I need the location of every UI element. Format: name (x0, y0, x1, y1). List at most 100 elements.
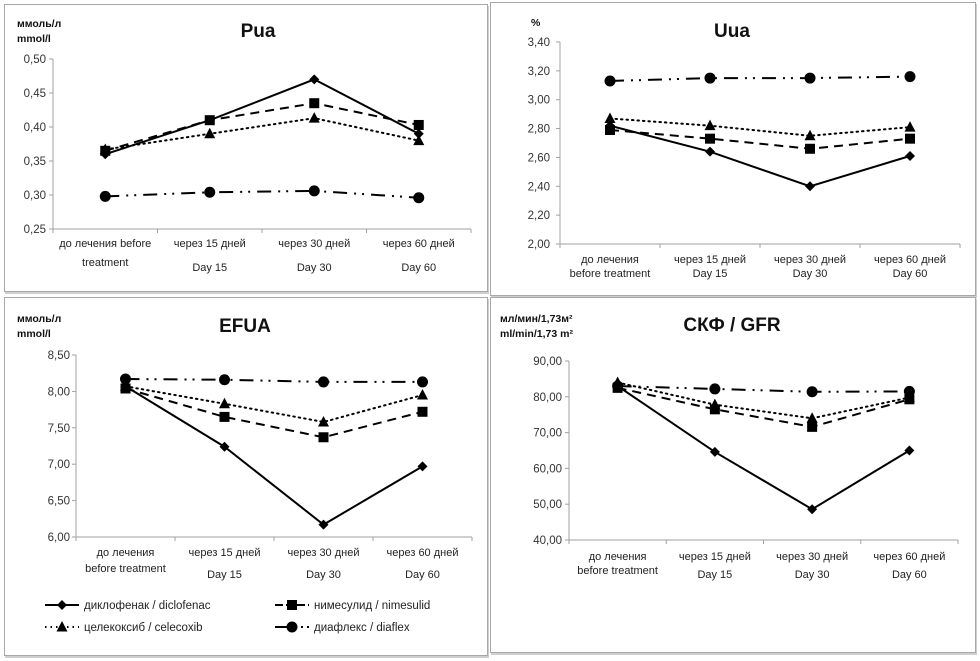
y-tick-label: 80,00 (533, 392, 562, 404)
circle-marker (120, 373, 131, 385)
square-marker (318, 432, 329, 443)
square-marker (705, 133, 715, 144)
series-3 (604, 112, 916, 141)
series-line (124, 385, 424, 424)
y-tick-label: 3,00 (528, 95, 550, 107)
triangle-marker (99, 143, 111, 154)
triangle-marker (204, 127, 216, 139)
y-tick-label: 60,00 (533, 463, 562, 475)
legend-triangle-marker (56, 621, 68, 632)
series-1 (605, 120, 915, 192)
square-marker (417, 406, 428, 417)
diamond-marker (413, 128, 424, 139)
chart-panel-efua (4, 297, 488, 656)
legend-item: целекоксиб / celecoxib (45, 621, 203, 634)
square-marker (413, 119, 424, 130)
y-tick-label: 0,45 (24, 88, 46, 100)
series-line (616, 381, 911, 420)
x-category-label: Day 30 (793, 268, 828, 280)
circle-marker (204, 186, 216, 198)
y-axis-unit: ммоль/л (17, 313, 61, 325)
y-axis-unit: ммоль/л (17, 18, 61, 30)
x-category-label: Day 30 (795, 569, 830, 581)
chart-efua: EFUA ммоль/л mmol/l 6,00 6,50 7,00 7,50 8,00 8,5… (17, 313, 473, 581)
y-axis-unit: mmol/l (17, 328, 51, 340)
triangle-marker (904, 121, 916, 132)
diamond-marker (905, 150, 915, 161)
square-marker (807, 421, 818, 432)
triangle-marker (308, 112, 320, 123)
x-category-label: через 60 дней (874, 254, 946, 266)
series-line (105, 189, 419, 199)
legend-circle-marker (286, 621, 298, 633)
triangle-marker (413, 134, 425, 146)
y-tick-label: 8,00 (48, 386, 70, 398)
diamond-marker (309, 74, 320, 85)
circle-marker (903, 385, 915, 397)
circle-marker (318, 376, 329, 388)
square-marker (605, 125, 615, 136)
legend-square-marker (287, 600, 297, 610)
square-marker (204, 115, 215, 126)
y-axis-unit: mmol/l (17, 33, 51, 45)
series-1 (612, 381, 915, 515)
chart-title: Uua (714, 21, 750, 42)
series-3 (99, 112, 425, 154)
legend-item: диклофенак / diclofenac (45, 600, 211, 612)
legend-label: диклофенак / diclofenac (84, 600, 211, 612)
x-category-label: Day 15 (192, 262, 227, 274)
circle-marker (806, 386, 818, 398)
circle-marker (219, 374, 230, 386)
triangle-marker (120, 380, 131, 391)
x-category-label: через 15 дней (679, 551, 751, 563)
x-category-label: через 30 дней (774, 254, 846, 266)
series-line (609, 75, 911, 82)
y-tick-label: 0,25 (24, 224, 46, 236)
diamond-marker (807, 504, 818, 515)
series-2 (100, 98, 424, 156)
series-line (125, 378, 423, 383)
x-category-label: Day 60 (892, 569, 927, 581)
circle-marker (417, 376, 428, 388)
x-category-label: Day 60 (405, 569, 440, 581)
series-line (609, 124, 911, 188)
y-tick-label: 0,35 (24, 156, 46, 168)
x-category-label: Day 60 (893, 268, 928, 280)
y-axis-unit: мл/мин/1,73м² (500, 313, 573, 325)
x-category-label: через 60 дней (383, 238, 455, 250)
diamond-marker (318, 519, 329, 530)
x-category-label: до лечения before (59, 238, 151, 250)
y-axis-unit: % (531, 17, 541, 29)
legend-item: диафлекс / diaflex (275, 621, 410, 634)
series-2 (605, 125, 915, 154)
circle-marker (709, 383, 721, 395)
circle-marker (99, 190, 111, 202)
circle-marker (604, 75, 616, 87)
x-category-label: через 15 дней (189, 547, 261, 559)
y-tick-label: 2,60 (528, 152, 550, 164)
chart-panel-pua (4, 4, 488, 292)
x-category-label: before treatment (577, 565, 658, 577)
x-category-label: Day 60 (401, 262, 436, 274)
x-category-label: Day 15 (693, 268, 728, 280)
legend-label: целекоксиб / celecoxib (84, 622, 203, 634)
chart-title: Pua (241, 21, 276, 42)
y-tick-label: 3,40 (528, 37, 550, 49)
chart-panel-uua (490, 2, 976, 296)
series-3 (120, 380, 428, 427)
square-marker (309, 98, 320, 109)
x-category-label: before treatment (85, 563, 166, 575)
chart-uua: Uua% 2,00 2,20 2,40 2,60 2,80 3,00 3,20 3,40 до л… (528, 17, 961, 280)
series-line (617, 385, 910, 511)
x-category-label: через 30 дней (776, 551, 848, 563)
square-marker (709, 404, 720, 415)
x-category-label: Day 30 (306, 569, 341, 581)
series-1 (120, 381, 428, 530)
x-category-label: до лечения (97, 547, 155, 559)
triangle-marker (804, 129, 816, 141)
chart-gfr: СКФ / GFR мл/мин/1,73м² ml/min/1,73 m² 40,0… (500, 313, 959, 581)
circle-marker (804, 72, 816, 84)
x-category-label: до лечения (589, 551, 647, 563)
diamond-marker (904, 445, 915, 456)
